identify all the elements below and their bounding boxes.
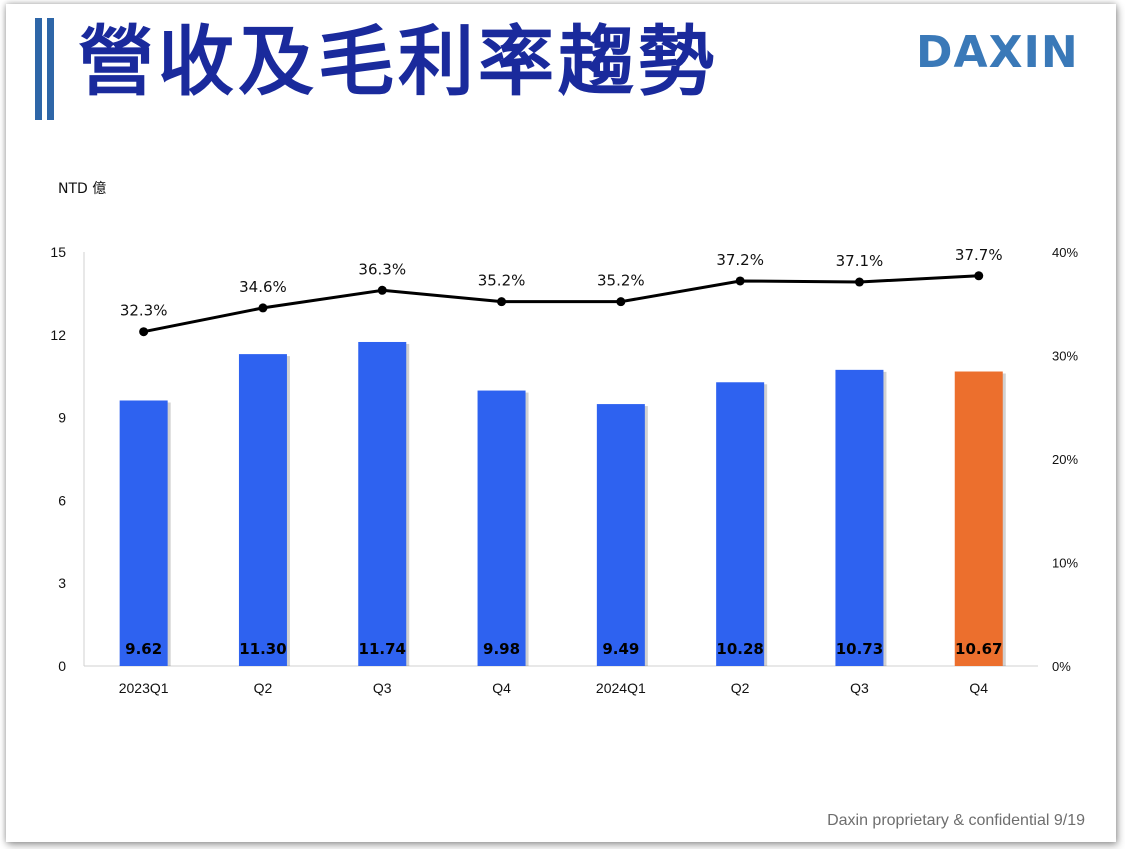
bar	[596, 404, 645, 666]
gross-margin-label: 32.3%	[120, 302, 168, 320]
gross-margin-point	[735, 276, 745, 286]
gross-margin-label: 35.2%	[597, 272, 645, 290]
x-tick-label: Q3	[373, 680, 392, 696]
gross-margin-point	[497, 297, 507, 307]
gross-margin-label: 37.1%	[836, 252, 884, 270]
daxin-logo: DAXIN	[916, 27, 1079, 78]
x-tick-label: Q4	[492, 680, 511, 696]
gross-margin-label: 34.6%	[239, 278, 287, 296]
gross-margin-point	[258, 303, 268, 313]
bar	[954, 371, 1003, 666]
gross-margin-point	[377, 285, 387, 295]
bar	[119, 400, 168, 666]
gross-margin-label: 37.7%	[955, 246, 1003, 264]
bar-value-label: 10.28	[716, 640, 763, 658]
gross-margin-line	[143, 274, 979, 334]
title-accent-bar	[35, 18, 42, 120]
bar	[238, 354, 287, 666]
x-tick-label: Q4	[969, 680, 988, 696]
page-title: 營收及毛利率趨勢	[78, 17, 718, 106]
title-accent-bars	[35, 18, 57, 120]
bar-value-label: 10.73	[836, 640, 883, 658]
x-tick-label: 2024Q1	[596, 680, 646, 696]
gross-margin-point	[854, 277, 864, 287]
y-left-tick-label: 12	[50, 327, 66, 343]
y-right-tick-label: 0%	[1052, 659, 1071, 674]
y-right-tick-label: 10%	[1052, 556, 1078, 571]
y-left-tick-label: 6	[58, 492, 66, 508]
y-right-tick-label: 20%	[1052, 452, 1078, 467]
y-left-tick-label: 0	[58, 658, 66, 674]
y-right-tick-label: 30%	[1052, 349, 1078, 364]
x-tick-label: 2023Q1	[119, 680, 169, 696]
bar-value-label: 9.62	[125, 640, 162, 658]
slide	[6, 4, 1116, 842]
bar-value-label: 9.49	[602, 640, 639, 658]
gross-margin-point	[974, 271, 984, 281]
x-tick-label: Q2	[254, 680, 273, 696]
bar-value-label: 11.74	[359, 640, 406, 658]
footer: Daxin proprietary & confidential 9/19	[827, 812, 1085, 830]
footer-page-number: 9/19	[1053, 812, 1085, 829]
title-accent-bar	[47, 18, 54, 120]
x-tick-label: Q3	[850, 680, 869, 696]
x-tick-label: Q2	[731, 680, 750, 696]
bar	[716, 382, 765, 666]
gross-margin-label: 35.2%	[478, 272, 526, 290]
bar-value-label: 9.98	[483, 640, 520, 658]
bar	[358, 341, 407, 666]
y-left-tick-label: 3	[58, 575, 66, 591]
gross-margin-point	[616, 297, 626, 307]
gross-margin-label: 37.2%	[716, 251, 764, 269]
bar-value-label: 11.30	[239, 640, 286, 658]
bar-value-label: 10.67	[955, 640, 1002, 658]
y-left-tick-label: 9	[58, 410, 66, 426]
y-left-tick-label: 15	[50, 244, 66, 260]
y-right-tick-label: 40%	[1052, 245, 1078, 260]
gross-margin-label: 36.3%	[358, 260, 406, 278]
gross-margin-point	[139, 327, 149, 337]
footer-text: Daxin proprietary & confidential	[827, 812, 1050, 829]
bar	[477, 390, 526, 666]
y-axis-unit-label: NTD 億	[58, 181, 106, 197]
bar	[835, 369, 884, 666]
